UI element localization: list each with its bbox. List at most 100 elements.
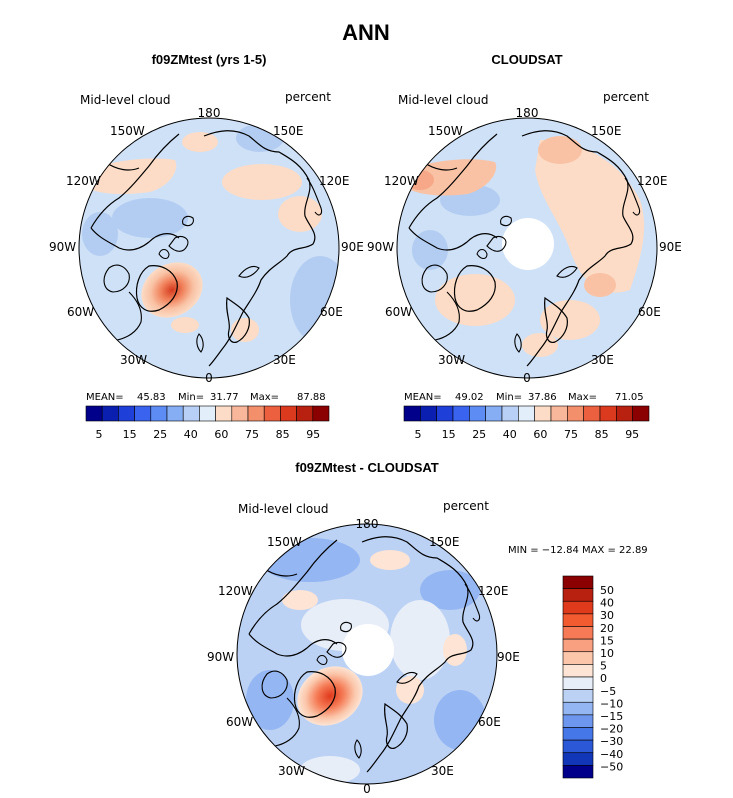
panel-obs: CLOUDSAT Mid-level cloud percent 180 150… xyxy=(367,52,682,441)
svg-text:150W: 150W xyxy=(428,124,463,138)
colorbar-tick-label: 60 xyxy=(214,428,228,441)
svg-text:0: 0 xyxy=(205,371,213,385)
panel-obs-title: CLOUDSAT xyxy=(491,52,562,67)
svg-text:MEAN=: MEAN= xyxy=(404,392,442,403)
colorbar-tick-label: −20 xyxy=(600,723,623,736)
panel-diff-lon-labels: 180 150E 120E 90E 60E 30E 0 30W 60W 90W … xyxy=(207,517,520,796)
colorbar-swatch xyxy=(562,588,594,602)
svg-text:0: 0 xyxy=(363,782,371,796)
svg-text:60E: 60E xyxy=(478,715,501,729)
colorbar-swatch xyxy=(101,405,119,422)
colorbar-tick-label: 15 xyxy=(600,634,614,647)
panel-obs-colorbar: 5 15 25 40 60 75 85 95 xyxy=(403,405,650,441)
colorbar-swatch xyxy=(567,405,584,422)
colorbar-swatch xyxy=(469,405,486,422)
colorbar-tick-label: 60 xyxy=(533,428,547,441)
colorbar-tick-label: 15 xyxy=(442,428,456,441)
svg-text:31.77: 31.77 xyxy=(210,392,239,403)
colorbar-swatch xyxy=(562,626,594,640)
colorbar-swatch xyxy=(312,405,330,422)
svg-text:37.86: 37.86 xyxy=(528,392,557,403)
colorbar-swatch xyxy=(247,405,265,422)
svg-text:120E: 120E xyxy=(319,174,350,188)
svg-text:60W: 60W xyxy=(385,305,412,319)
colorbar-swatch xyxy=(562,613,594,627)
colorbar-swatch xyxy=(231,405,249,422)
svg-text:Min=: Min= xyxy=(496,392,522,403)
colorbar-swatch xyxy=(501,405,519,422)
svg-text:180: 180 xyxy=(198,106,221,120)
colorbar-swatch xyxy=(562,575,594,589)
svg-text:90W: 90W xyxy=(367,240,394,254)
colorbar-swatch xyxy=(562,600,594,615)
colorbar-tick-label: −40 xyxy=(600,748,623,761)
svg-text:150W: 150W xyxy=(267,535,302,549)
svg-text:Max=: Max= xyxy=(250,392,279,403)
colorbar-swatch xyxy=(562,676,594,690)
panel-model-lon-labels: 180 150E 120E 90E 60E 30E 0 30W 60W 90W … xyxy=(49,106,364,385)
colorbar-swatch xyxy=(118,405,135,422)
svg-text:87.88: 87.88 xyxy=(297,392,326,403)
svg-text:30W: 30W xyxy=(438,353,465,367)
colorbar-tick-label: 5 xyxy=(415,428,422,441)
svg-text:Max=: Max= xyxy=(568,392,597,403)
svg-text:120W: 120W xyxy=(66,174,101,188)
colorbar-swatch xyxy=(150,405,168,422)
colorbar-swatch xyxy=(134,405,152,422)
colorbar-swatch xyxy=(599,405,617,422)
svg-text:120E: 120E xyxy=(478,584,509,598)
panel-model-title: f09ZMtest (yrs 1-5) xyxy=(152,52,267,67)
colorbar-swatch xyxy=(562,651,594,665)
colorbar-swatch xyxy=(199,405,216,422)
colorbar-swatch xyxy=(562,701,594,716)
colorbar-swatch xyxy=(280,405,297,422)
colorbar-tick-label: −10 xyxy=(600,697,623,710)
colorbar-tick-label: −30 xyxy=(600,735,623,748)
colorbar-swatch xyxy=(562,638,594,653)
svg-text:30W: 30W xyxy=(278,764,305,778)
svg-text:30E: 30E xyxy=(431,764,454,778)
colorbar-swatch xyxy=(562,765,594,779)
colorbar-tick-label: 15 xyxy=(123,428,137,441)
svg-text:30W: 30W xyxy=(120,353,147,367)
colorbar-swatch xyxy=(616,405,633,422)
colorbar-swatch xyxy=(583,405,601,422)
colorbar-tick-label: 95 xyxy=(306,428,320,441)
colorbar-swatch xyxy=(562,714,594,728)
colorbar-swatch xyxy=(182,405,200,422)
svg-text:150E: 150E xyxy=(273,124,304,138)
colorbar-swatch xyxy=(403,405,421,422)
svg-text:180: 180 xyxy=(516,106,539,120)
colorbar-tick-label: 50 xyxy=(600,584,614,597)
svg-text:180: 180 xyxy=(356,517,379,531)
panel-obs-stats: MEAN= 49.02 Min= 37.86 Max= 71.05 xyxy=(404,392,644,403)
colorbar-tick-label: 25 xyxy=(153,428,167,441)
colorbar-tick-label: 5 xyxy=(600,660,607,673)
colorbar-swatch xyxy=(550,405,568,422)
panel-diff-title: f09ZMtest - CLOUDSAT xyxy=(295,460,439,475)
colorbar-tick-label: 75 xyxy=(564,428,578,441)
colorbar-swatch xyxy=(562,689,594,703)
colorbar-tick-label: −15 xyxy=(600,710,623,723)
svg-text:120E: 120E xyxy=(637,174,668,188)
svg-text:90E: 90E xyxy=(497,650,520,664)
colorbar-swatch xyxy=(632,405,650,422)
colorbar-swatch xyxy=(85,405,103,422)
colorbar-tick-label: 20 xyxy=(600,622,614,635)
svg-text:150W: 150W xyxy=(110,124,145,138)
panel-diff-map xyxy=(237,524,497,784)
colorbar-swatch xyxy=(452,405,470,422)
panel-model-stats: MEAN= 45.83 Min= 31.77 Max= 87.88 xyxy=(86,392,326,403)
colorbar-tick-label: 10 xyxy=(600,647,614,660)
svg-text:60W: 60W xyxy=(226,715,253,729)
colorbar-tick-label: 40 xyxy=(503,428,517,441)
panel-model-units: percent xyxy=(285,90,331,104)
svg-text:90W: 90W xyxy=(207,650,234,664)
colorbar-swatch xyxy=(518,405,535,422)
colorbar-tick-label: 0 xyxy=(600,672,607,685)
panel-model-map xyxy=(79,118,339,378)
panel-obs-lon-labels: 180 150E 120E 90E 60E 30E 0 30W 60W 90W … xyxy=(367,106,682,385)
colorbar-swatch xyxy=(562,752,594,766)
